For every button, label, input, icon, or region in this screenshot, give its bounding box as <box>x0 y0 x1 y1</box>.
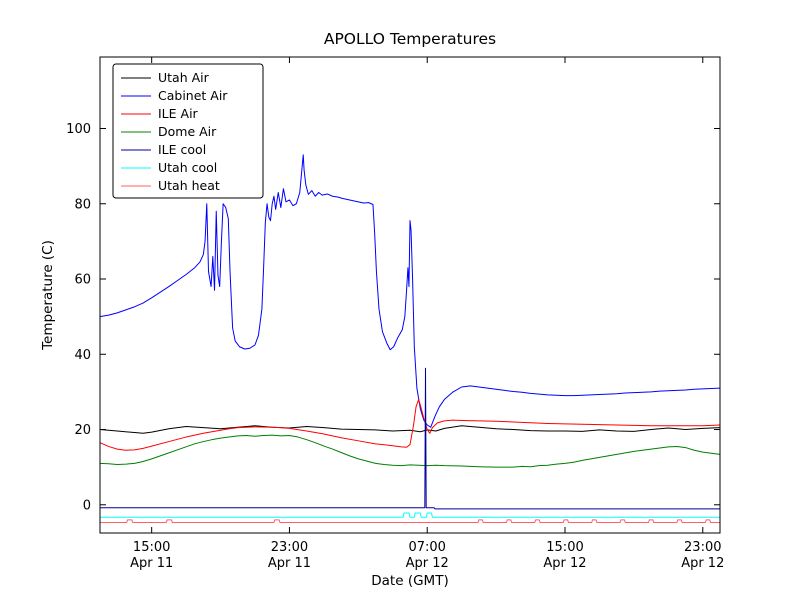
legend-label: Utah cool <box>158 160 217 175</box>
series-cabinet-air <box>99 154 721 428</box>
legend-item: ILE Air <box>121 106 199 121</box>
x-tick-time-label: 15:00 <box>133 540 170 555</box>
y-tick-label: 20 <box>74 423 91 438</box>
x-tick-time-label: 23:00 <box>684 540 721 555</box>
legend-item: ILE cool <box>121 142 206 157</box>
series-utah-heat <box>100 519 720 523</box>
x-tick-time-label: 23:00 <box>271 540 308 555</box>
legend-item: Utah Air <box>121 70 210 85</box>
x-tick-date-label: Apr 11 <box>268 556 311 571</box>
x-tick-date-label: Apr 12 <box>406 556 449 571</box>
x-tick-date-label: Apr 12 <box>543 556 586 571</box>
x-tick-time-label: 15:00 <box>546 540 583 555</box>
chart-title: APOLLO Temperatures <box>324 30 496 48</box>
x-tick-time-label: 07:00 <box>408 540 445 555</box>
x-tick-date-label: Apr 12 <box>681 556 724 571</box>
x-tick-date-label: Apr 11 <box>130 556 173 571</box>
legend-box: Utah Air Cabinet Air ILE Air Dome Air ILE co… <box>112 63 264 199</box>
y-tick-label: 60 <box>74 273 91 288</box>
legend-item: Dome Air <box>121 124 217 139</box>
series-ile-cool <box>100 367 720 510</box>
y-tick-label: 80 <box>74 197 91 212</box>
legend-item: Utah heat <box>121 178 220 193</box>
y-tick-label: 40 <box>74 348 91 363</box>
y-tick-label: 0 <box>83 498 91 513</box>
y-tick-label: 100 <box>66 122 91 137</box>
legend-label: Dome Air <box>158 124 217 139</box>
legend-item: Cabinet Air <box>121 88 228 103</box>
plot-border <box>99 56 721 534</box>
legend-label: ILE cool <box>158 142 206 157</box>
legend-item: Utah cool <box>121 160 217 175</box>
legend-label: Cabinet Air <box>158 88 228 103</box>
legend-label: Utah Air <box>158 70 210 85</box>
series-ile-air <box>99 398 721 451</box>
series-utah-cool <box>100 512 720 518</box>
series-utah-air <box>99 425 721 434</box>
series-dome-air <box>99 434 721 468</box>
y-axis-label: Temperature (C) <box>40 240 56 351</box>
x-axis-label: Date (GMT) <box>371 573 448 589</box>
legend-label: Utah heat <box>158 178 220 193</box>
legend-label: ILE Air <box>158 106 199 121</box>
